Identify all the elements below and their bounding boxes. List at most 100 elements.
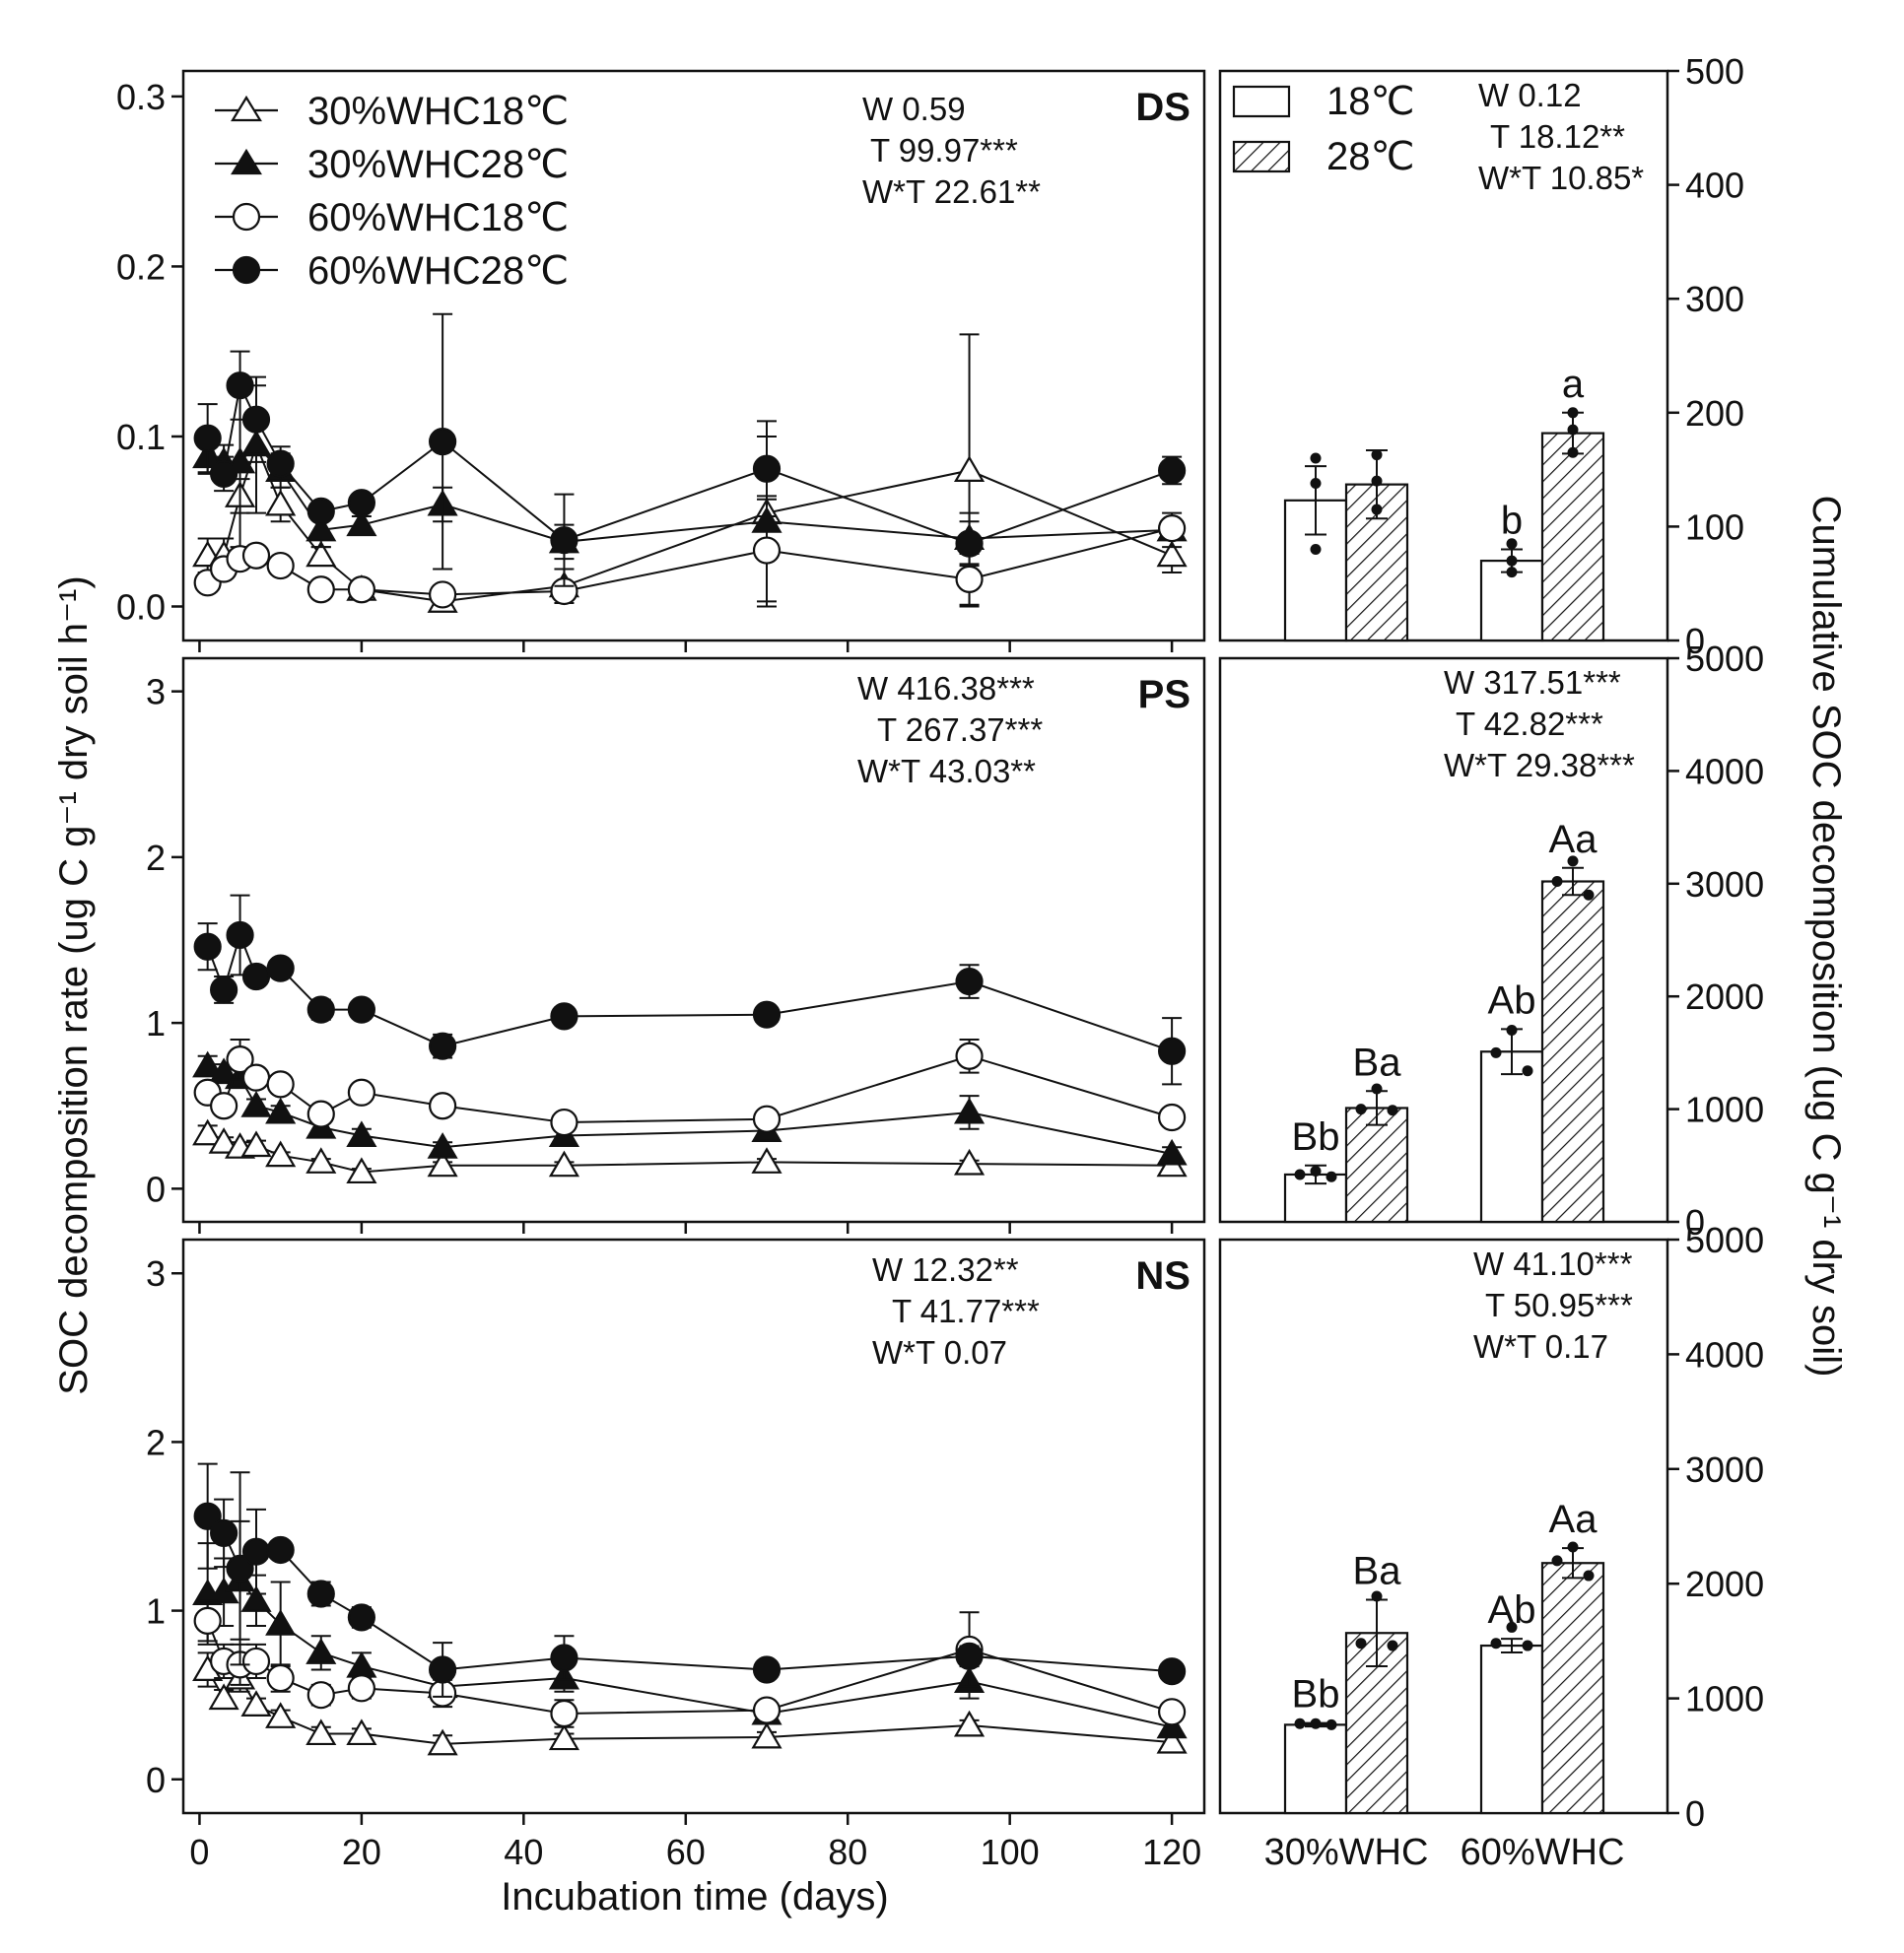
- data-point: [955, 529, 984, 558]
- replicate-point: [1567, 855, 1579, 867]
- data-point: [306, 1718, 337, 1746]
- significance-letter: Bb: [1292, 1115, 1340, 1159]
- legend-marker: [231, 148, 262, 175]
- data-point: [429, 1092, 457, 1120]
- data-point: [347, 1078, 375, 1107]
- data-point: [306, 995, 335, 1024]
- data-point: [752, 454, 782, 483]
- anova-stat: T 18.12**: [1490, 118, 1625, 155]
- y-axis-label-left: SOC decomposition rate (ug C g⁻¹ dry soi…: [52, 575, 96, 1394]
- y-axis-label-right: Cumulative SOC decomposition (ug C g⁻¹ d…: [1804, 496, 1848, 1378]
- data-point: [226, 1554, 254, 1583]
- bar-legend: 18℃28℃: [1232, 80, 1414, 178]
- plot-frame: [181, 1238, 1206, 1815]
- legend-marker: [231, 95, 262, 122]
- significance-letter: a: [1562, 363, 1585, 406]
- y-tick-label: 2000: [1685, 976, 1764, 1017]
- plot-frame: [1218, 656, 1669, 1224]
- panel-ns-cumulative: 0 1000 2000 3000 4000 5000 Bb Ba Ab Aa 30%WHC 60%WH…: [1218, 1220, 1764, 1873]
- replicate-point: [1490, 1638, 1502, 1650]
- y-tick-label: 0: [146, 1760, 166, 1800]
- bar: [1540, 432, 1605, 642]
- y-tick-label: 400: [1685, 166, 1744, 206]
- x-tick-label: 60%WHC: [1461, 1832, 1625, 1873]
- replicate-point: [1371, 449, 1383, 461]
- anova-stat: W 0.59: [862, 91, 966, 127]
- replicate-point: [1567, 1541, 1579, 1553]
- x-tick-label: 20: [342, 1832, 381, 1872]
- y-tick-label: 0.2: [116, 246, 166, 287]
- anova-stat: W 416.38***: [857, 670, 1035, 707]
- data-point: [347, 1674, 375, 1703]
- replicate-point: [1506, 1621, 1518, 1633]
- data-point: [751, 1721, 782, 1749]
- bar: [1540, 880, 1605, 1224]
- x-axis-label: Incubation time (days): [501, 1875, 889, 1919]
- panel-ds: 0.0 0.1 0.2 0.3 DS W 0.59 T 99.97*** W*T 22.61*…: [116, 69, 1206, 652]
- data-point: [265, 489, 297, 516]
- replicate-point: [1522, 1640, 1533, 1651]
- y-tick-label: 0.0: [116, 586, 166, 627]
- replicate-point: [1551, 1555, 1563, 1567]
- x-tick-label: 40: [504, 1832, 543, 1872]
- significance-letter: Ab: [1488, 1588, 1536, 1632]
- anova-stat: W 317.51***: [1444, 664, 1621, 701]
- data-point: [548, 1723, 580, 1751]
- replicate-point: [1506, 538, 1518, 550]
- replicate-point: [1506, 567, 1518, 578]
- replicate-point: [1371, 1590, 1383, 1602]
- series-3: [193, 894, 1187, 1086]
- significance-letter: b: [1501, 500, 1523, 543]
- replicate-point: [1387, 1640, 1398, 1651]
- data-point: [1156, 1138, 1188, 1166]
- replicate-point: [1490, 1046, 1502, 1058]
- anova-stat: W*T 10.85*: [1478, 160, 1644, 196]
- replicate-point: [1551, 876, 1563, 888]
- data-point: [751, 1147, 782, 1174]
- anova-stat: T 50.95***: [1485, 1287, 1633, 1323]
- anova-stat: W*T 29.38***: [1444, 747, 1635, 783]
- replicate-point: [1371, 504, 1383, 515]
- series-3: [193, 312, 1187, 587]
- plot-frame: [1218, 69, 1669, 642]
- data-point: [240, 1130, 272, 1158]
- data-point: [347, 489, 375, 517]
- data-point: [240, 1091, 272, 1117]
- bar: [1479, 1050, 1544, 1224]
- legend-marker: [232, 202, 261, 232]
- replicate-point: [1355, 1638, 1367, 1650]
- data-point: [240, 1690, 272, 1717]
- anova-stat: W*T 43.03**: [857, 753, 1036, 789]
- y-tick-label: 0: [146, 1169, 166, 1209]
- data-point: [266, 954, 295, 982]
- data-point: [306, 497, 335, 525]
- replicate-point: [1326, 1171, 1337, 1182]
- data-point: [306, 1100, 335, 1128]
- data-point: [953, 455, 986, 482]
- x-tick-label: 30%WHC: [1264, 1832, 1429, 1873]
- data-point: [1158, 1657, 1187, 1686]
- y-tick-label: 2: [146, 838, 166, 878]
- data-point: [265, 1097, 297, 1124]
- replicate-point: [1310, 544, 1322, 556]
- anova-stat: T 41.77***: [892, 1293, 1040, 1329]
- data-point: [1156, 1726, 1188, 1754]
- y-tick-label: 1: [146, 1591, 166, 1632]
- replicate-point: [1567, 446, 1579, 458]
- data-point: [347, 575, 375, 604]
- data-point: [1156, 540, 1188, 568]
- data-point: [346, 1650, 377, 1678]
- data-point: [266, 449, 295, 478]
- data-point: [193, 424, 222, 452]
- data-point: [240, 1585, 272, 1612]
- data-point: [241, 541, 271, 570]
- x-tick-label: 80: [828, 1832, 867, 1872]
- anova-stat: W*T 0.17: [1473, 1328, 1608, 1365]
- replicate-point: [1326, 1718, 1337, 1730]
- data-point: [265, 1609, 297, 1636]
- plot-frame: [181, 656, 1206, 1224]
- anova-stat: W*T 0.07: [872, 1334, 1007, 1371]
- anova-stat: W 41.10***: [1473, 1246, 1633, 1282]
- x-tick-label: 120: [1142, 1832, 1201, 1872]
- data-point: [210, 1092, 238, 1120]
